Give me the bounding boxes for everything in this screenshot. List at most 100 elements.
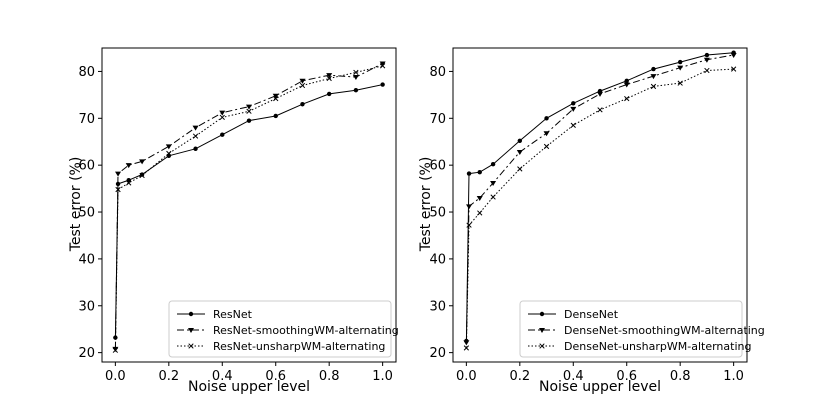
data-point	[326, 73, 333, 79]
y-tick-label: 40	[78, 252, 95, 267]
data-point	[597, 107, 603, 113]
y-tick-label: 50	[78, 206, 95, 221]
chart-panel-resnet: Test error (%) Noise upper level 0.0 0.2 0…	[68, 47, 399, 395]
y-tick-label: 40	[429, 252, 446, 267]
x-tick-label: 0.0	[105, 369, 126, 384]
y-axis-label: Test error (%)	[68, 157, 84, 253]
series-DenseNet	[464, 50, 736, 344]
data-point	[139, 172, 145, 177]
data-point	[490, 162, 496, 167]
data-point	[650, 74, 657, 80]
data-point	[704, 52, 710, 58]
data-point	[219, 110, 226, 116]
data-point	[380, 82, 385, 87]
data-point	[543, 143, 550, 150]
data-point	[463, 340, 470, 346]
data-point	[466, 222, 472, 228]
data-point	[115, 186, 121, 193]
data-point	[299, 78, 306, 84]
data-point	[623, 82, 630, 88]
legend-label: DenseNet	[564, 308, 619, 321]
data-point	[624, 95, 630, 102]
y-tick-label: 30	[429, 299, 446, 314]
data-point	[379, 61, 386, 67]
data-point	[166, 150, 172, 157]
data-point	[703, 57, 710, 63]
data-point	[273, 113, 278, 119]
data-point	[543, 131, 550, 137]
data-point	[730, 53, 737, 59]
data-point	[352, 75, 359, 81]
data-point	[624, 78, 629, 84]
legend-marker	[188, 343, 194, 349]
x-tick-label: 0.6	[616, 369, 637, 384]
legend-label: DenseNet-smoothingWM-alternating	[564, 324, 765, 337]
legend-label: ResNet-unsharpWM-alternating	[213, 340, 385, 353]
legend-marker	[188, 328, 194, 333]
x-axis-label: Noise upper level	[188, 379, 310, 395]
legend-marker	[539, 311, 545, 317]
y-tick-label: 60	[78, 159, 95, 174]
data-point	[677, 59, 683, 65]
data-point	[272, 93, 279, 99]
data-point	[477, 210, 483, 216]
legend-label: DenseNet-unsharpWM-alternating	[564, 340, 751, 353]
data-point	[246, 118, 252, 123]
series-DenseNet-smoothingWM-alternating	[463, 53, 737, 346]
data-point	[165, 144, 172, 150]
y-tick-label: 20	[429, 346, 446, 361]
data-point	[730, 66, 737, 72]
y-tick-label: 70	[429, 112, 446, 127]
data-point	[326, 75, 332, 82]
legend-box	[519, 300, 743, 358]
x-tick-label: 1.0	[723, 369, 744, 384]
y-tick-label: 30	[78, 299, 95, 314]
x-axis-label: Noise upper level	[539, 379, 661, 395]
data-point	[570, 122, 576, 128]
data-point	[326, 91, 332, 97]
x-tick-label: 0.0	[456, 369, 477, 384]
data-point	[704, 67, 710, 74]
data-point	[220, 132, 225, 137]
data-point	[353, 87, 359, 93]
x-tick-label: 0.4	[563, 369, 584, 384]
data-point	[139, 172, 145, 179]
legend-box	[168, 300, 392, 358]
data-point	[516, 150, 523, 156]
y-tick-label: 20	[78, 346, 95, 361]
series-ResNet-smoothingWM-alternating	[112, 61, 386, 352]
data-point	[192, 125, 199, 131]
x-tick-label: 0.8	[670, 369, 691, 384]
data-point	[273, 95, 279, 102]
legend-label: ResNet	[213, 308, 253, 321]
y-tick-label: 50	[429, 206, 446, 221]
y-tick-label: 60	[429, 159, 446, 174]
x-tick-label: 1.0	[372, 369, 393, 384]
data-point	[677, 65, 684, 71]
data-point	[476, 195, 483, 201]
data-point	[651, 66, 656, 72]
data-point	[192, 133, 199, 139]
data-point	[466, 204, 473, 210]
chart-panel-densenet: Test error (%) Noise upper level 0.0 0.2 0…	[418, 47, 765, 395]
data-point	[570, 106, 577, 112]
data-point	[112, 347, 119, 353]
data-point	[115, 171, 122, 177]
data-point	[126, 180, 132, 186]
series-line	[465, 54, 734, 343]
legend-marker	[539, 343, 545, 349]
x-tick-label: 0.2	[158, 369, 179, 384]
data-point	[193, 146, 198, 151]
data-point	[300, 102, 305, 107]
data-point	[490, 194, 496, 200]
x-tick-label: 0.8	[319, 369, 340, 384]
y-tick-label: 70	[78, 112, 95, 127]
data-point	[219, 114, 225, 121]
x-tick-label: 0.4	[212, 369, 233, 384]
legend: DenseNet DenseNet-smoothingWM-alternating…	[519, 300, 765, 358]
data-point	[379, 63, 386, 69]
y-tick-label: 80	[429, 65, 446, 80]
data-point	[246, 108, 252, 114]
data-point	[571, 101, 576, 106]
